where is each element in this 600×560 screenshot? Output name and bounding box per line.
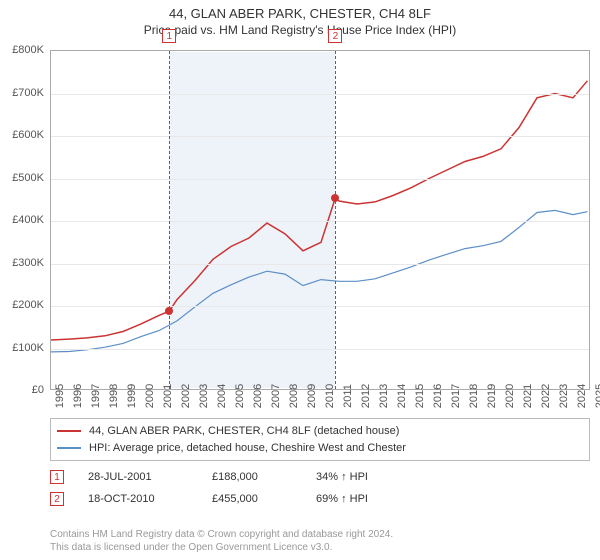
y-axis-label: £0 bbox=[0, 384, 44, 396]
sale-price: £188,000 bbox=[212, 471, 292, 483]
series-line-price_paid bbox=[51, 81, 587, 340]
x-axis-label: 2017 bbox=[450, 384, 462, 408]
footer-attribution: Contains HM Land Registry data © Crown c… bbox=[50, 528, 590, 554]
x-axis-label: 2021 bbox=[522, 384, 534, 408]
legend-label: HPI: Average price, detached house, Ches… bbox=[89, 440, 406, 457]
sale-hpi: 34% ↑ HPI bbox=[316, 471, 406, 483]
sales-table: 1 28-JUL-2001 £188,000 34% ↑ HPI 2 18-OCT-201… bbox=[50, 466, 590, 510]
sale-marker-dot bbox=[165, 307, 173, 315]
y-axis-label: £100K bbox=[0, 342, 44, 354]
gridline bbox=[51, 221, 589, 222]
x-axis-label: 2016 bbox=[432, 384, 444, 408]
gridline bbox=[51, 264, 589, 265]
y-axis-label: £600K bbox=[0, 129, 44, 141]
series-line-hpi bbox=[51, 210, 587, 352]
footer-line1: Contains HM Land Registry data © Crown c… bbox=[50, 528, 590, 541]
sale-id-box: 1 bbox=[50, 470, 64, 484]
x-axis-label: 1997 bbox=[90, 384, 102, 408]
gridline bbox=[51, 349, 589, 350]
gridline bbox=[51, 306, 589, 307]
x-axis-label: 2014 bbox=[396, 384, 408, 408]
x-axis-label: 2011 bbox=[342, 384, 354, 408]
chart-title: 44, GLAN ABER PARK, CHESTER, CH4 8LF bbox=[0, 0, 600, 21]
legend-label: 44, GLAN ABER PARK, CHESTER, CH4 8LF (de… bbox=[89, 423, 399, 440]
x-axis-label: 2008 bbox=[288, 384, 300, 408]
x-axis-label: 2001 bbox=[162, 384, 174, 408]
y-axis-label: £800K bbox=[0, 44, 44, 56]
x-axis-label: 2009 bbox=[306, 384, 318, 408]
sale-date: 18-OCT-2010 bbox=[88, 493, 188, 505]
sale-row: 2 18-OCT-2010 £455,000 69% ↑ HPI bbox=[50, 488, 590, 510]
x-axis-label: 2024 bbox=[576, 384, 588, 408]
sale-row: 1 28-JUL-2001 £188,000 34% ↑ HPI bbox=[50, 466, 590, 488]
gridline bbox=[51, 94, 589, 95]
legend-swatch bbox=[57, 430, 81, 432]
x-axis-label: 2020 bbox=[504, 384, 516, 408]
chart-area: 12 £0£100K£200K£300K£400K£500K£600K£700K… bbox=[50, 50, 590, 390]
y-axis-label: £400K bbox=[0, 214, 44, 226]
y-axis-label: £300K bbox=[0, 257, 44, 269]
x-axis-label: 1995 bbox=[54, 384, 66, 408]
x-axis-label: 2012 bbox=[360, 384, 372, 408]
sale-marker-dot bbox=[331, 194, 339, 202]
sale-id-box: 2 bbox=[50, 492, 64, 506]
sale-price: £455,000 bbox=[212, 493, 292, 505]
x-axis-label: 1996 bbox=[72, 384, 84, 408]
footer-line2: This data is licensed under the Open Gov… bbox=[50, 541, 590, 554]
sale-hpi: 69% ↑ HPI bbox=[316, 493, 406, 505]
sale-date: 28-JUL-2001 bbox=[88, 471, 188, 483]
sale-marker-label: 2 bbox=[328, 29, 342, 43]
chart-container: 44, GLAN ABER PARK, CHESTER, CH4 8LF Pri… bbox=[0, 0, 600, 560]
legend-swatch bbox=[57, 447, 81, 449]
x-axis-label: 2010 bbox=[324, 384, 336, 408]
chart-subtitle: Price paid vs. HM Land Registry's House … bbox=[0, 21, 600, 41]
x-axis-label: 2000 bbox=[144, 384, 156, 408]
gridline bbox=[51, 136, 589, 137]
x-axis-label: 2013 bbox=[378, 384, 390, 408]
legend-row: 44, GLAN ABER PARK, CHESTER, CH4 8LF (de… bbox=[57, 423, 583, 440]
y-axis-label: £200K bbox=[0, 299, 44, 311]
y-axis-label: £500K bbox=[0, 172, 44, 184]
x-axis-label: 2018 bbox=[468, 384, 480, 408]
y-axis-label: £700K bbox=[0, 87, 44, 99]
x-axis-label: 2023 bbox=[558, 384, 570, 408]
x-axis-label: 2025 bbox=[594, 384, 600, 408]
gridline bbox=[51, 179, 589, 180]
x-axis-label: 2003 bbox=[198, 384, 210, 408]
sale-marker-label: 1 bbox=[162, 29, 176, 43]
x-axis-label: 1999 bbox=[126, 384, 138, 408]
x-axis-label: 2004 bbox=[216, 384, 228, 408]
x-axis-label: 2002 bbox=[180, 384, 192, 408]
plot-region: 12 bbox=[50, 50, 590, 390]
x-axis-label: 2006 bbox=[252, 384, 264, 408]
legend-row: HPI: Average price, detached house, Ches… bbox=[57, 440, 583, 457]
x-axis-label: 2019 bbox=[486, 384, 498, 408]
x-axis-label: 1998 bbox=[108, 384, 120, 408]
x-axis-label: 2022 bbox=[540, 384, 552, 408]
x-axis-label: 2005 bbox=[234, 384, 246, 408]
sale-marker-line bbox=[335, 51, 336, 389]
sale-marker-line bbox=[169, 51, 170, 389]
legend: 44, GLAN ABER PARK, CHESTER, CH4 8LF (de… bbox=[50, 418, 590, 461]
x-axis-label: 2015 bbox=[414, 384, 426, 408]
x-axis-label: 2007 bbox=[270, 384, 282, 408]
